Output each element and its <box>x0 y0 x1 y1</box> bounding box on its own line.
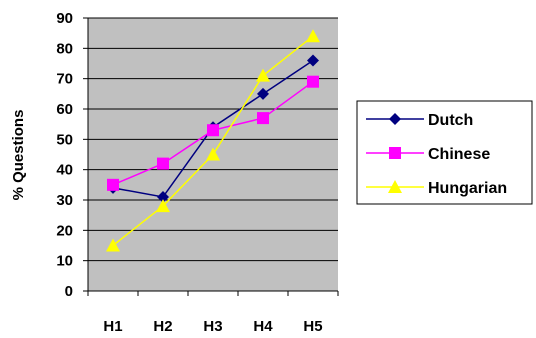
data-point-chinese <box>107 178 119 191</box>
data-point-hungarian <box>206 147 220 161</box>
data-point-chinese <box>257 112 269 125</box>
legend-label-chinese: Chinese <box>428 146 490 163</box>
y-tick-label: 30 <box>56 192 73 209</box>
x-tick-label: H3 <box>203 318 222 335</box>
legend-label-hungarian: Hungarian <box>428 180 507 197</box>
data-point-hungarian <box>256 68 270 82</box>
legend-marker-chinese <box>389 147 401 159</box>
legend-label-dutch: Dutch <box>428 112 473 129</box>
data-point-dutch <box>257 87 269 100</box>
y-tick-label: 40 <box>56 162 73 179</box>
y-tick-label: 90 <box>56 10 73 27</box>
y-tick-label: 20 <box>56 222 73 239</box>
y-tick-label: 10 <box>56 253 73 270</box>
y-axis-title: % Questions <box>10 110 27 201</box>
x-tick-label: H1 <box>103 318 122 335</box>
x-tick-labels: H1 H2 H3 H4 H5 <box>103 318 322 335</box>
x-tick-label: H2 <box>153 318 172 335</box>
legend-item-dutch: Dutch <box>366 112 473 129</box>
series-hungarian <box>106 29 320 252</box>
data-point-hungarian <box>106 238 120 252</box>
data-point-dutch <box>307 54 319 67</box>
legend-marker-hungarian <box>388 180 402 193</box>
axes <box>83 17 339 296</box>
legend-item-chinese: Chinese <box>366 146 490 163</box>
legend: Dutch Chinese Hungarian <box>356 100 533 205</box>
data-point-chinese <box>207 124 219 137</box>
data-point-dutch <box>157 190 169 203</box>
x-tick-label: H5 <box>303 318 322 335</box>
legend-marker-dutch <box>389 113 401 125</box>
y-tick-labels: 0 10 20 30 40 50 60 70 80 90 <box>56 10 73 300</box>
data-point-hungarian <box>156 199 170 213</box>
legend-item-hungarian: Hungarian <box>366 180 507 197</box>
series-group <box>106 29 320 252</box>
data-point-hungarian <box>306 29 320 43</box>
x-tick-label: H4 <box>253 318 273 335</box>
y-tick-label: 0 <box>65 283 73 300</box>
y-tick-label: 50 <box>56 131 73 148</box>
data-point-chinese <box>157 157 169 170</box>
data-point-chinese <box>307 75 319 88</box>
y-tick-label: 70 <box>56 71 73 88</box>
y-tick-label: 60 <box>56 101 73 118</box>
gridlines <box>88 17 338 262</box>
series-chinese <box>107 75 319 191</box>
y-tick-label: 80 <box>56 40 73 57</box>
